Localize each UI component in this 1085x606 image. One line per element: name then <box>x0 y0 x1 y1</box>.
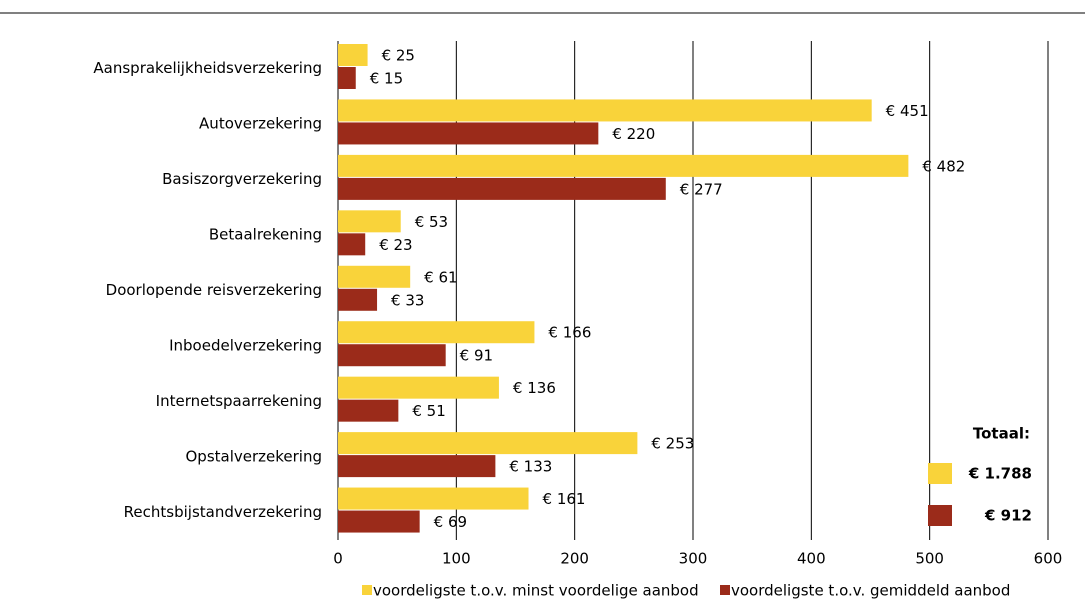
bar <box>338 399 399 422</box>
value-label: € 133 <box>509 458 552 476</box>
value-label: € 220 <box>612 125 655 143</box>
bar <box>338 344 446 367</box>
value-label: € 15 <box>370 70 403 88</box>
x-tick-label: 100 <box>442 550 471 568</box>
x-tick-label: 300 <box>679 550 708 568</box>
bar <box>338 265 411 288</box>
bar <box>338 487 529 510</box>
totals-title: Totaal: <box>973 425 1030 443</box>
legend-swatch <box>720 585 730 595</box>
value-label: € 23 <box>379 236 412 254</box>
x-tick-label: 200 <box>560 550 589 568</box>
value-label: € 166 <box>548 324 591 342</box>
y-tick-label: Internetspaarrekening <box>156 392 322 410</box>
bar <box>338 67 356 89</box>
y-tick-label: Opstalverzekering <box>185 447 322 465</box>
bar <box>338 376 499 399</box>
value-label: € 253 <box>651 435 694 453</box>
value-label: € 277 <box>680 180 723 198</box>
y-tick-label: Autoverzekering <box>199 115 322 133</box>
bar <box>338 321 535 344</box>
x-tick-label: 600 <box>1034 550 1063 568</box>
y-tick-label: Aansprakelijkheidsverzekering <box>93 59 322 77</box>
legend-swatch <box>362 585 372 595</box>
y-tick-label: Inboedelverzekering <box>169 336 322 354</box>
value-label: € 69 <box>434 513 467 531</box>
bar <box>338 210 401 233</box>
value-label: € 33 <box>391 291 424 309</box>
bar <box>338 44 368 66</box>
y-tick-label: Basiszorgverzekering <box>162 170 322 188</box>
y-tick-label: Doorlopende reisverzekering <box>106 281 322 299</box>
x-tick-label: 400 <box>797 550 826 568</box>
totals-value: € 912 <box>984 507 1032 525</box>
value-label: € 53 <box>415 213 448 231</box>
value-label: € 51 <box>412 402 445 420</box>
bar <box>338 122 599 145</box>
totals-value: € 1.788 <box>968 465 1032 483</box>
bar <box>338 455 496 478</box>
value-label: € 451 <box>886 102 929 120</box>
bar <box>338 288 378 311</box>
bar <box>338 233 366 256</box>
x-tick-label: 0 <box>333 550 343 568</box>
value-label: € 161 <box>543 490 586 508</box>
value-label: € 136 <box>513 379 556 397</box>
x-tick-label: 500 <box>915 550 944 568</box>
bar <box>338 99 872 122</box>
value-label: € 61 <box>424 268 457 286</box>
y-tick-label: Betaalrekening <box>209 226 322 244</box>
y-tick-label: Rechtsbijstandverzekering <box>124 503 322 521</box>
bar <box>338 177 666 200</box>
value-label: € 482 <box>922 157 965 175</box>
legend-label: voordeligste t.o.v. minst voordelige aan… <box>373 582 699 600</box>
bar <box>338 154 909 177</box>
value-label: € 25 <box>382 47 415 65</box>
bar <box>338 432 638 455</box>
legend-label: voordeligste t.o.v. gemiddeld aanbod <box>731 582 1010 600</box>
value-label: € 91 <box>460 347 493 365</box>
bar <box>338 510 420 533</box>
totals-swatch <box>928 463 952 484</box>
totals-swatch <box>928 505 952 526</box>
